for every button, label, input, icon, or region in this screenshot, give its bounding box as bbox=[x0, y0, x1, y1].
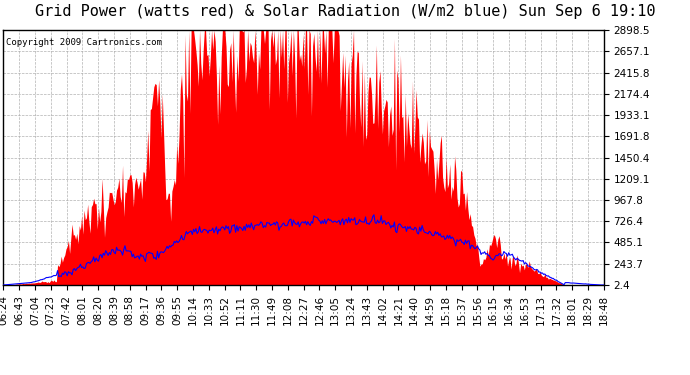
Text: Grid Power (watts red) & Solar Radiation (W/m2 blue) Sun Sep 6 19:10: Grid Power (watts red) & Solar Radiation… bbox=[34, 4, 655, 19]
Text: Copyright 2009 Cartronics.com: Copyright 2009 Cartronics.com bbox=[6, 38, 162, 46]
